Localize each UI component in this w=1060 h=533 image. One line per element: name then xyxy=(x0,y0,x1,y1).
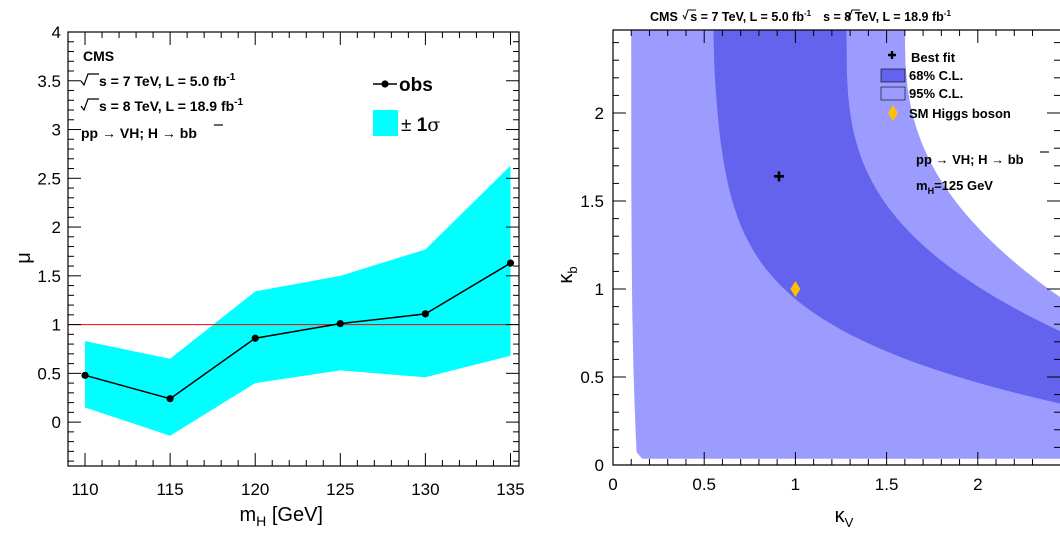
x-tick-label: 0 xyxy=(608,475,617,494)
cms-label: CMS xyxy=(83,48,114,64)
legend-95-swatch xyxy=(880,86,906,101)
left-chart: 110 115 120 125 130 135 0 0.5 1 1.5 2 2.5 3 3.5 4 mH … xyxy=(13,23,525,529)
right-plot-frame xyxy=(612,29,1060,466)
x-tick-label: 130 xyxy=(411,480,439,499)
obs-point xyxy=(81,371,89,379)
left-axis-ticks xyxy=(68,31,519,466)
right-x-axis-title: κV xyxy=(835,505,854,530)
right-x-tick-labels: 0 0.5 1 1.5 2 xyxy=(608,475,982,494)
legend-best-fit-marker xyxy=(888,51,896,59)
legend-68-label: 68% C.L. xyxy=(909,68,963,83)
x-tick-label: 135 xyxy=(496,480,524,499)
legend-obs-marker xyxy=(381,80,389,88)
obs-series xyxy=(81,259,515,403)
legend-sm-marker xyxy=(888,105,898,121)
x-tick-label: 2 xyxy=(973,475,982,494)
one-sigma-band xyxy=(85,165,511,436)
right-chart-title: CMS s = 7 TeV, L = 5.0 fb-1 s = 8 TeV, L … xyxy=(650,9,951,24)
legend-sm-label: SM Higgs boson xyxy=(909,106,1011,121)
sm-higgs-marker xyxy=(790,281,801,297)
legend-95-label: 95% C.L. xyxy=(909,86,963,101)
sqrt-s-7-line: s = 7 TeV, L = 5.0 fb-1 xyxy=(80,72,236,89)
right-y-tick-labels: 0 0.5 1 1.5 2 xyxy=(580,104,604,475)
y-tick-label: 2 xyxy=(595,104,604,123)
obs-point xyxy=(251,334,259,342)
left-y-axis-title: μ xyxy=(13,252,35,264)
sqrt-s-8-line: s = 8 TeV, L = 18.9 fb-1 xyxy=(80,97,243,114)
svg-text:s = 8 TeV, L = 18.9 fb-1: s = 8 TeV, L = 18.9 fb-1 xyxy=(99,97,243,114)
y-tick-label: 2 xyxy=(52,218,61,237)
right-legend: Best fit 68% C.L. 95% C.L. SM Higgs boso… xyxy=(880,50,1011,121)
left-plot-frame xyxy=(67,31,520,467)
y-tick-label: 0.5 xyxy=(37,364,61,383)
right-mass-label: mH=125 GeV xyxy=(916,178,993,196)
obs-point xyxy=(336,320,344,328)
y-tick-label: 0.5 xyxy=(580,368,604,387)
sqrt-symbol xyxy=(80,73,99,87)
best-fit-cross xyxy=(773,171,784,182)
process-label: pp → VH; H → bb xyxy=(81,125,197,141)
obs-line xyxy=(84,262,511,400)
x-tick-label: 1.5 xyxy=(875,475,899,494)
right-axis-ticks xyxy=(612,30,1060,466)
y-tick-label: 3.5 xyxy=(37,72,61,91)
x-tick-label: 125 xyxy=(326,480,354,499)
x-tick-label: 120 xyxy=(241,480,269,499)
legend-band-swatch xyxy=(373,110,398,136)
y-tick-label: 3 xyxy=(52,121,61,140)
x-tick-label: 1 xyxy=(791,475,800,494)
legend-band-label: ± 1σ xyxy=(401,114,440,136)
y-tick-label: 1 xyxy=(52,316,61,335)
sqrt-symbol xyxy=(80,98,99,112)
y-tick-label: 1.5 xyxy=(37,267,61,286)
left-legend: obs ± 1σ xyxy=(373,75,440,136)
y-tick-label: 1 xyxy=(595,280,604,299)
left-x-tick-labels: 110 115 120 125 130 135 xyxy=(71,480,524,499)
y-tick-label: 0 xyxy=(52,413,61,432)
obs-point xyxy=(166,395,174,403)
title-sqrt-symbol xyxy=(846,9,860,21)
legend-68-swatch xyxy=(880,68,906,83)
obs-point xyxy=(506,259,515,267)
x-tick-label: 110 xyxy=(71,480,98,499)
y-tick-label: 4 xyxy=(52,23,61,42)
right-y-axis-title: κb xyxy=(555,266,580,283)
best-fit-marker xyxy=(773,171,784,182)
y-tick-label: 1.5 xyxy=(580,192,604,211)
svg-text:s = 7 TeV, L = 5.0 fb-1: s = 7 TeV, L = 5.0 fb-1 xyxy=(99,72,236,89)
y-tick-label: 0 xyxy=(595,456,604,475)
contour-68-cl xyxy=(713,30,1060,404)
left-y-tick-labels: 0 0.5 1 1.5 2 2.5 3 3.5 4 xyxy=(37,23,61,432)
excluded-region xyxy=(904,30,1060,298)
x-tick-label: 0.5 xyxy=(692,475,716,494)
obs-point xyxy=(421,310,429,318)
right-chart: 0 0.5 1 1.5 2 0 0.5 1 1.5 2 CMS s = 7 TeV, L = 5… xyxy=(555,9,1060,530)
left-x-axis-title: mH [GeV] xyxy=(240,504,324,529)
legend-obs-label: obs xyxy=(399,75,433,96)
y-tick-label: 2.5 xyxy=(37,169,61,188)
x-tick-label: 115 xyxy=(157,480,184,499)
legend-best-fit-label: Best fit xyxy=(911,50,956,65)
title-sqrt-symbol xyxy=(682,9,696,21)
right-process-label: pp → VH; H → bb xyxy=(916,152,1024,167)
